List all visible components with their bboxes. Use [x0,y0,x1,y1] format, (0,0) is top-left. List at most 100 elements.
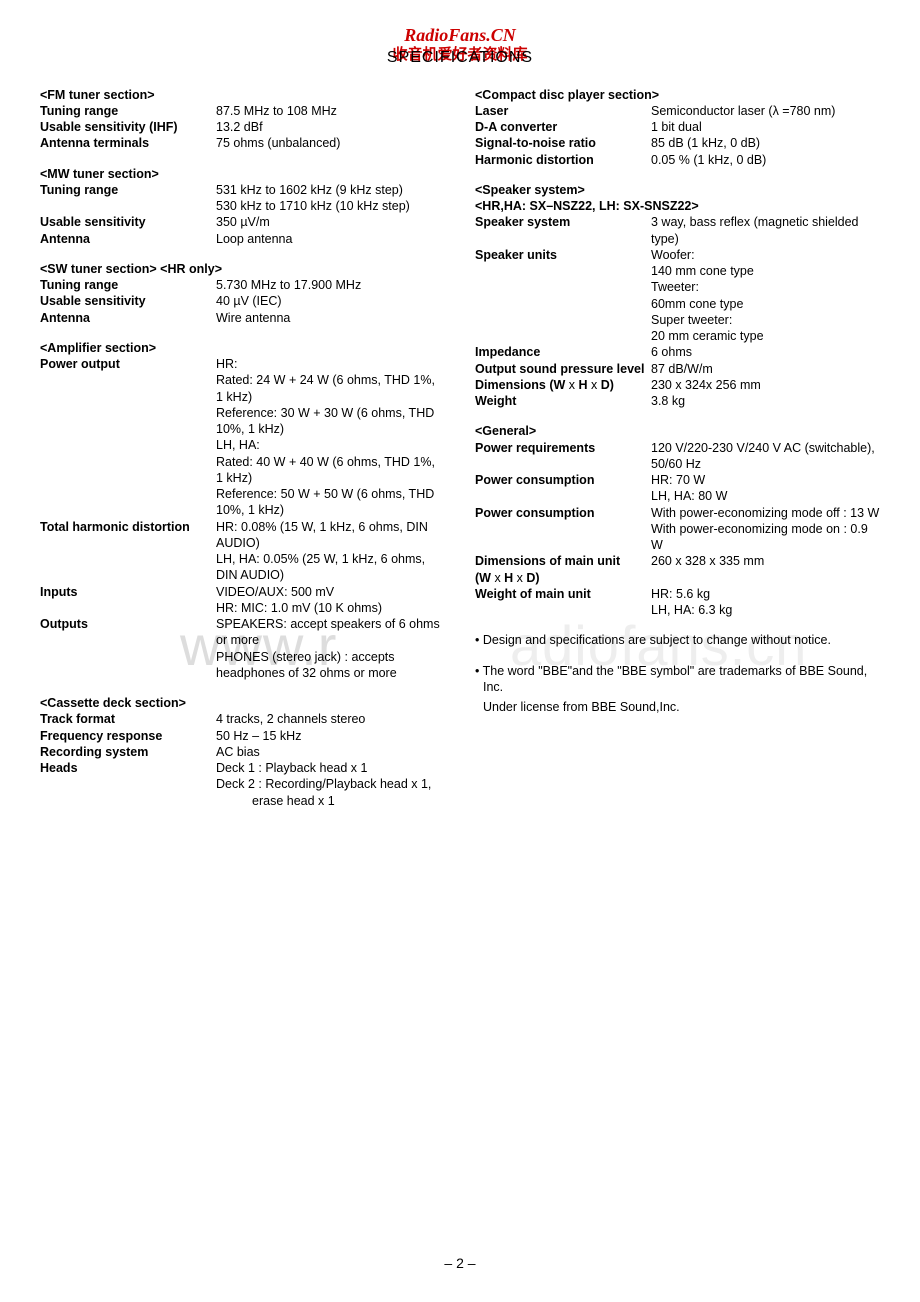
spec-value: Deck 1 : Playback head x 1 [216,760,445,776]
spec-label: Usable sensitivity [40,214,216,230]
spec-label: Usable sensitivity (IHF) [40,119,216,135]
spec-row: Output sound pressure level87 dB/W/m [475,361,880,377]
spec-label: Power output [40,356,216,372]
spec-value-cont: Rated: 40 W + 40 W (6 ohms, THD 1%, 1 kH… [40,454,445,487]
spec-row: Usable sensitivity (IHF)13.2 dBf [40,119,445,135]
spec-label: Laser [475,103,651,119]
spec-value-cont: 530 kHz to 1710 kHz (10 kHz step) [40,198,445,214]
spec-value: Wire antenna [216,310,445,326]
spec-value: 13.2 dBf [216,119,445,135]
spec-row: Weight of main unitHR: 5.6 kg [475,586,880,602]
spec-row: Dimensions (W x H x D)230 x 324x 256 mm [475,377,880,393]
spec-label: Antenna [40,231,216,247]
spec-label: Tuning range [40,277,216,293]
spec-value-cont: With power-economizing mode on : 0.9 W [475,521,880,554]
spec-value-cont: erase head x 1 [40,793,445,809]
spec-value-cont: 140 mm cone type [475,263,880,279]
spec-value-cont: Tweeter: [475,279,880,295]
spec-value: 50 Hz – 15 kHz [216,728,445,744]
spec-label: Antenna terminals [40,135,216,151]
spec-value-cont: Super tweeter: [475,312,880,328]
spec-value: 4 tracks, 2 channels stereo [216,711,445,727]
spec-value: With power-economizing mode off : 13 W [651,505,880,521]
spec-value: 1 bit dual [651,119,880,135]
spec-row: Tuning range87.5 MHz to 108 MHz [40,103,445,119]
spec-label: Power consumption [475,472,651,488]
spec-value: Woofer: [651,247,880,263]
spec-row: Power requirements120 V/220-230 V/240 V … [475,440,880,473]
spec-value: 350 µV/m [216,214,445,230]
spec-value: 75 ohms (unbalanced) [216,135,445,151]
spec-value-cont: Rated: 24 W + 24 W (6 ohms, THD 1%, 1 kH… [40,372,445,405]
left-column: <FM tuner section>Tuning range87.5 MHz t… [40,87,445,809]
spec-value-cont: Reference: 50 W + 50 W (6 ohms, THD 10%,… [40,486,445,519]
spec-row: LaserSemiconductor laser (λ =780 nm) [475,103,880,119]
spec-label: Impedance [475,344,651,360]
spec-value-cont: Reference: 30 W + 30 W (6 ohms, THD 10%,… [40,405,445,438]
spec-label: Power consumption [475,505,651,521]
section-heading: <SW tuner section> <HR only> [40,261,445,277]
section-heading: <Amplifier section> [40,340,445,356]
spec-row: OutputsSPEAKERS: accept speakers of 6 oh… [40,616,445,649]
spec-value: 40 µV (IEC) [216,293,445,309]
spec-label: Harmonic distortion [475,152,651,168]
spec-value-cont: Deck 2 : Recording/Playback head x 1, [40,776,445,792]
right-column: <Compact disc player section>LaserSemico… [475,87,880,809]
spec-label: Frequency response [40,728,216,744]
section-heading: <Cassette deck section> [40,695,445,711]
spec-label: Outputs [40,616,216,632]
footnote: Under license from BBE Sound,Inc. [475,699,880,715]
section-heading: <General> [475,423,880,439]
spec-label: Usable sensitivity [40,293,216,309]
spec-value-cont: 20 mm ceramic type [475,328,880,344]
spec-value-cont: LH, HA: 0.05% (25 W, 1 kHz, 6 ohms, DIN … [40,551,445,584]
spec-value-cont: PHONES (stereo jack) : accepts headphone… [40,649,445,682]
spec-value: 260 x 328 x 335 mm [651,553,880,569]
spec-row: D-A converter1 bit dual [475,119,880,135]
spec-label: Tuning range [40,182,216,198]
spec-value: 87 dB/W/m [651,361,880,377]
spec-value: Semiconductor laser (λ =780 nm) [651,103,880,119]
spec-row: AntennaLoop antenna [40,231,445,247]
spec-row: Power consumptionWith power-economizing … [475,505,880,521]
spec-row: Total harmonic distortionHR: 0.08% (15 W… [40,519,445,552]
spec-row: Recording systemAC bias [40,744,445,760]
spec-label: Total harmonic distortion [40,519,216,535]
spec-value: 3.8 kg [651,393,880,409]
content-columns: <FM tuner section>Tuning range87.5 MHz t… [0,69,920,809]
spec-label: Speaker system [475,214,651,230]
section-subheading: <HR,HA: SX–NSZ22, LH: SX-SNSZ22> [475,198,880,214]
section-heading: <FM tuner section> [40,87,445,103]
spec-row: Speaker unitsWoofer: [475,247,880,263]
spec-value-cont: 60mm cone type [475,296,880,312]
spec-row: Track format4 tracks, 2 channels stereo [40,711,445,727]
footnote: • The word "BBE"and the "BBE symbol" are… [475,663,880,696]
spec-row: InputsVIDEO/AUX: 500 mV [40,584,445,600]
spec-label: D-A converter [475,119,651,135]
spec-value: VIDEO/AUX: 500 mV [216,584,445,600]
spec-value: SPEAKERS: accept speakers of 6 ohms or m… [216,616,445,649]
spec-label: Antenna [40,310,216,326]
spec-row: HeadsDeck 1 : Playback head x 1 [40,760,445,776]
spec-row: Usable sensitivity350 µV/m [40,214,445,230]
spec-row: Power outputHR: [40,356,445,372]
spec-label: Signal-to-noise ratio [475,135,651,151]
page-number: – 2 – [0,1254,920,1272]
spec-value: HR: 0.08% (15 W, 1 kHz, 6 ohms, DIN AUDI… [216,519,445,552]
spec-label: Speaker units [475,247,651,263]
spec-label: Weight of main unit [475,586,651,602]
spec-value: 5.730 MHz to 17.900 MHz [216,277,445,293]
spec-value: 230 x 324x 256 mm [651,377,880,393]
spec-value: HR: 70 W [651,472,880,488]
spec-value: AC bias [216,744,445,760]
section-heading: <Compact disc player section> [475,87,880,103]
spec-row: Speaker system3 way, bass reflex (magnet… [475,214,880,247]
site-logo-cn: RadioFans.CN [0,24,920,47]
spec-row: Power consumptionHR: 70 W [475,472,880,488]
section-heading: <MW tuner section> [40,166,445,182]
spec-label: Inputs [40,584,216,600]
spec-row: Harmonic distortion0.05 % (1 kHz, 0 dB) [475,152,880,168]
spec-label: Power requirements [475,440,651,456]
page-header: RadioFans.CN 收音机爱好者资料库 SPECIFICATIONS [0,0,920,69]
spec-value: 6 ohms [651,344,880,360]
